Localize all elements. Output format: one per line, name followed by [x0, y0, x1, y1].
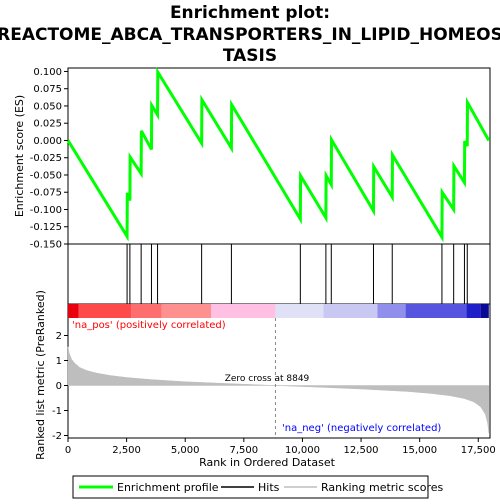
legend-metric-label: Ranking metric scores [321, 481, 443, 494]
color-bar-segment-2 [131, 304, 162, 318]
es-y-axis-label: Enrichment score (ES) [13, 95, 26, 217]
hits-panel-frame [67, 243, 491, 305]
es-tick-label-0: 0.100 [33, 67, 62, 78]
metric-tick-label-3: -1 [52, 406, 62, 417]
es-tick-label-7: -0.075 [30, 188, 62, 199]
es-tick-label-3: 0.025 [33, 119, 62, 130]
metric-y-axis-label: Ranked list metric (PreRanked) [34, 290, 47, 460]
title-line-1: Enrichment plot: [170, 3, 330, 23]
color-bar-segment-7 [377, 304, 406, 318]
metric-panel-frame [67, 303, 491, 439]
color-bar-segment-5 [275, 304, 324, 318]
title-line-3: TASIS [223, 46, 277, 66]
metric-tick-label-0: 2 [56, 331, 62, 342]
color-bar-segment-8 [405, 304, 467, 318]
rank-color-bar [68, 304, 489, 318]
metric-tick-label-2: 0 [56, 381, 62, 392]
color-bar-segment-0 [68, 304, 79, 318]
es-tick-label-9: -0.125 [30, 222, 62, 233]
es-tick-label-6: -0.050 [30, 170, 62, 181]
negative-correlation-label: 'na_neg' (negatively correlated) [282, 423, 441, 434]
color-bar-segment-6 [323, 304, 378, 318]
color-bar-segment-10 [480, 304, 489, 318]
color-bar-segment-4 [211, 304, 276, 318]
legend-hits-label: Hits [258, 481, 280, 494]
hit-lines [126, 244, 468, 304]
legend-enrichment-label: Enrichment profile [117, 481, 219, 494]
zero-cross-label: Zero cross at 8849 [225, 374, 310, 384]
es-curve-group [66, 66, 491, 243]
es-curve [66, 66, 491, 243]
es-tick-label-10: -0.150 [30, 240, 62, 251]
metric-y-axis: 2 1 0 -1 -2 [52, 331, 68, 442]
x-tick-label-3: 7,500 [230, 445, 259, 456]
legend: Enrichment profile Hits Ranking metric s… [72, 475, 443, 499]
color-bar-segment-3 [161, 304, 212, 318]
metric-tick-label-4: -2 [52, 431, 62, 442]
es-tick-label-5: -0.025 [30, 153, 62, 164]
es-y-axis: 0.100 0.075 0.050 0.025 0.000 -0.025 -0.050 -0.… [30, 67, 68, 251]
metric-tick-label-1: 1 [56, 356, 62, 367]
x-tick-label-0: 0 [65, 445, 71, 456]
title-line-2: REACTOME_ABCA_TRANSPORTERS_IN_LIPID_HOME… [0, 25, 500, 45]
x-tick-label-2: 5,000 [171, 445, 200, 456]
es-tick-label-1: 0.075 [33, 84, 62, 95]
color-bar-segment-1 [78, 304, 132, 318]
rank-x-axis: 0 2,500 5,000 7,500 10,000 12,500 15,000 17,500 [65, 438, 496, 456]
color-bar-segment-9 [466, 304, 481, 318]
x-tick-label-1: 2,500 [112, 445, 141, 456]
es-tick-label-4: 0.000 [33, 136, 62, 147]
es-tick-label-2: 0.050 [33, 101, 62, 112]
x-tick-label-6: 15,000 [402, 445, 437, 456]
x-tick-label-4: 10,000 [285, 445, 320, 456]
x-axis-label: Rank in Ordered Dataset [199, 456, 336, 469]
es-panel-frame [67, 67, 491, 245]
es-tick-label-8: -0.100 [30, 205, 62, 216]
x-tick-label-7: 17,500 [461, 445, 496, 456]
positive-correlation-label: 'na_pos' (positively correlated) [72, 320, 226, 331]
x-tick-label-5: 12,500 [344, 445, 379, 456]
